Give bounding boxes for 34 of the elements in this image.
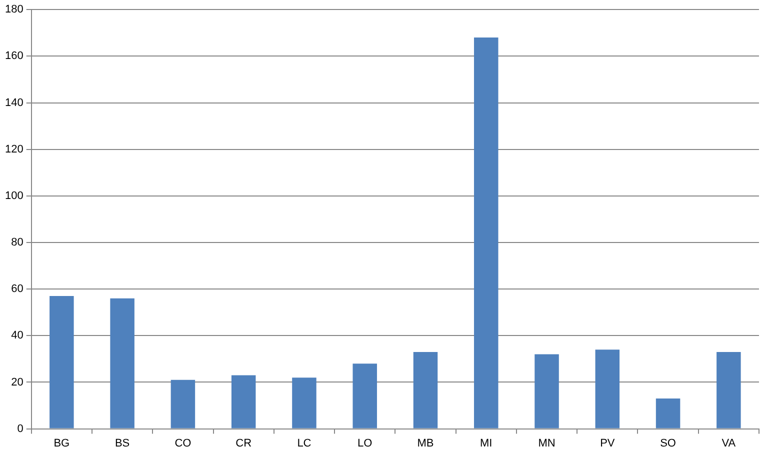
- y-tick-label: 160: [4, 50, 24, 62]
- bar: [110, 298, 134, 428]
- y-tick-label: 0: [17, 422, 24, 435]
- y-tick-label: 180: [4, 4, 24, 16]
- y-tick-label: 80: [11, 236, 24, 249]
- bar: [352, 364, 377, 428]
- y-tick-label: 40: [11, 330, 24, 342]
- bar: [170, 380, 196, 428]
- x-tick-label: CO: [174, 437, 192, 450]
- bar: [534, 354, 559, 428]
- x-tick-label: MN: [538, 437, 556, 450]
- x-tick-label: PV: [600, 437, 616, 450]
- y-tick-label: 140: [4, 96, 24, 109]
- bar: [292, 378, 316, 428]
- x-tick-label: SO: [660, 437, 676, 450]
- bar: [716, 352, 741, 428]
- y-tick-label: 20: [11, 376, 24, 388]
- x-tick-label: BG: [54, 437, 70, 450]
- x-tick-label: BS: [114, 437, 130, 450]
- x-tick-label: LC: [297, 437, 312, 450]
- bar: [656, 398, 680, 428]
- bar: [231, 375, 256, 428]
- x-tick-label: MI: [480, 437, 492, 450]
- y-tick-label: 60: [11, 283, 24, 296]
- y-tick-label: 120: [4, 143, 24, 156]
- x-tick-label: CR: [236, 437, 252, 450]
- x-tick-label: LO: [358, 437, 373, 450]
- y-tick-label: 100: [4, 190, 24, 202]
- bar: [413, 352, 438, 428]
- x-tick-label: MB: [417, 437, 434, 450]
- bar: [595, 350, 620, 428]
- bar: [50, 296, 74, 428]
- bar: [474, 38, 498, 428]
- x-tick-label: VA: [722, 437, 736, 450]
